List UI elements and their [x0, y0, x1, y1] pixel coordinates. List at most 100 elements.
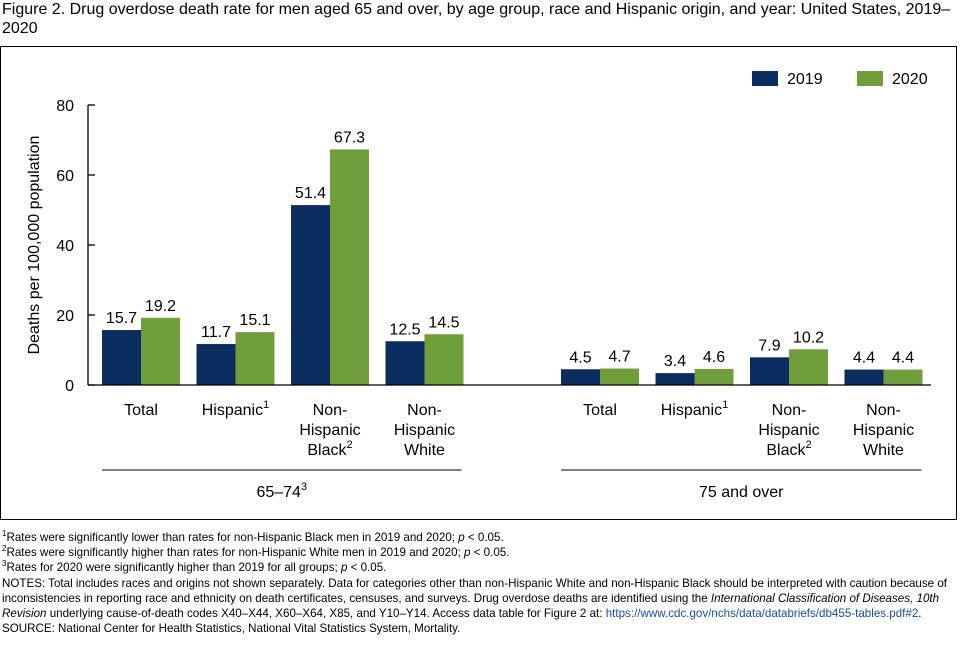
footnote-3-text: Rates for 2020 were significantly higher… — [6, 561, 341, 575]
bar-2019 — [844, 369, 884, 385]
group-footnote-marker: 3 — [301, 481, 307, 493]
legend-swatch-2020 — [857, 71, 883, 86]
category-label-line: Non- — [407, 402, 442, 419]
bar-value-label: 67.3 — [334, 129, 365, 146]
category-label-line: White — [863, 442, 904, 459]
category-footnote-marker: 2 — [347, 439, 353, 451]
category-label: Total — [124, 402, 158, 419]
y-tick-label: 0 — [65, 378, 74, 395]
footnote-1-text: Rates were significantly lower than rate… — [6, 531, 459, 544]
bar-value-label: 15.1 — [239, 312, 270, 329]
bar-value-label: 4.7 — [608, 349, 630, 366]
bar-2020 — [424, 334, 464, 385]
category-label-line: Hispanic — [853, 422, 914, 439]
bar-value-label: 51.4 — [295, 185, 326, 202]
bar-value-label: 4.6 — [703, 349, 725, 366]
footnote-1-marker: 1 — [2, 529, 7, 539]
footnote-2-text: Rates were significantly higher than rat… — [6, 546, 465, 560]
footnote-2-marker: 2 — [2, 544, 7, 554]
bar-2019 — [385, 341, 425, 385]
footnote-3-end: < 0.05. — [347, 561, 387, 575]
category-label-line: White — [404, 442, 445, 459]
category-label: Non- Hispanic White — [853, 402, 914, 459]
bar-2020 — [235, 332, 275, 385]
category-label-line: Black2 — [766, 439, 811, 459]
chart-frame: 0 20 40 60 80 Deaths per 100,000 population 20… — [0, 46, 957, 520]
category-label: Hispanic1 — [202, 399, 269, 419]
bar-2020 — [694, 368, 734, 385]
bar-value-label: 11.7 — [201, 324, 231, 341]
footnote-1: 1Rates were significantly lower than rat… — [2, 530, 958, 545]
notes-paragraph: NOTES: Total includes races and origins … — [2, 576, 958, 622]
category-label-line: Non- — [313, 402, 348, 419]
footnote-2-end: < 0.05. — [470, 546, 510, 560]
bar-value-label: 7.9 — [758, 337, 780, 354]
notes-text: NOTES: Total includes races and origins … — [2, 576, 947, 605]
footnote-1-p: p — [458, 531, 465, 544]
legend-label-2020: 2020 — [892, 71, 928, 88]
legend-label-2019: 2019 — [787, 71, 823, 88]
y-tick-label: 60 — [56, 168, 74, 185]
category-label-line: Non- — [866, 402, 901, 419]
figure-title: Figure 2. Drug overdose death rate for m… — [2, 1, 951, 37]
category-label-line: Total — [124, 402, 158, 419]
category-footnote-marker: 1 — [722, 399, 728, 411]
bar-value-label: 3.4 — [664, 353, 686, 370]
y-tick-label: 80 — [56, 98, 74, 115]
category-label-line: Hispanic1 — [661, 399, 728, 419]
group-label: 75 and over — [699, 484, 784, 501]
y-axis-title: Deaths per 100,000 population — [26, 136, 43, 355]
bar-2020 — [789, 349, 828, 385]
category-label: Non- Hispanic Black2 — [758, 402, 819, 459]
bar-2019 — [750, 357, 789, 385]
y-tick-label: 20 — [56, 308, 74, 325]
group-label-text: 75 and over — [699, 484, 784, 501]
y-tick-label: 40 — [56, 238, 74, 255]
group-label: 65–743 — [256, 481, 307, 501]
bar-2020 — [600, 368, 639, 385]
category-label-line: Total — [583, 402, 617, 419]
bar-2019 — [655, 373, 695, 385]
category-label-line: Hispanic — [394, 422, 455, 439]
group-label-text: 65–74 — [256, 484, 301, 501]
category-label: Total — [583, 402, 617, 419]
category-label: Hispanic1 — [661, 399, 728, 419]
bar-2020 — [141, 317, 180, 385]
bar-value-label: 4.5 — [569, 349, 591, 366]
bar-2020 — [883, 369, 923, 385]
footnote-1-end: < 0.05. — [464, 531, 504, 544]
category-label-line: Hispanic1 — [202, 399, 269, 419]
bar-value-label: 4.4 — [892, 350, 914, 367]
bar-2020 — [330, 149, 369, 385]
category-footnote-marker: 1 — [263, 399, 269, 411]
category-label-line: Non- — [772, 402, 807, 419]
bar-2019 — [291, 205, 330, 385]
category-label-line: Hispanic — [299, 422, 360, 439]
bar-2019 — [196, 344, 236, 385]
category-footnote-marker: 2 — [806, 439, 812, 451]
footnote-2: 2Rates were significantly higher than ra… — [2, 545, 958, 560]
footnote-3-marker: 3 — [2, 559, 7, 569]
bar-value-label: 4.4 — [853, 350, 875, 367]
footnote-3-p: p — [340, 561, 348, 575]
category-label: Non- Hispanic Black2 — [299, 402, 360, 459]
bar-value-label: 14.5 — [428, 314, 459, 331]
notes-icd-title: International Classification of Diseases… — [2, 591, 940, 621]
bar-chart: 0 20 40 60 80 Deaths per 100,000 population 20… — [26, 71, 931, 501]
footnotes: 1Rates were significantly lower than rat… — [2, 530, 958, 636]
footnote-2-p: p — [464, 546, 471, 560]
bar-value-label: 19.2 — [145, 298, 176, 315]
bar-value-label: 15.7 — [106, 310, 137, 327]
category-label: Non- Hispanic White — [394, 402, 455, 459]
source-line: SOURCE: National Center for Health Stati… — [2, 622, 461, 636]
notes-text-continued: underlying cause-of-death codes X40–X44,… — [46, 607, 606, 621]
bar-value-label: 12.5 — [389, 321, 420, 338]
notes-period: . — [918, 607, 922, 621]
bar-2019 — [102, 330, 141, 385]
data-table-link[interactable]: https://www.cdc.gov/nchs/data/databriefs… — [605, 607, 919, 621]
category-label-line: Hispanic — [758, 422, 819, 439]
bar-value-label: 10.2 — [793, 329, 824, 346]
bar-2019 — [561, 369, 600, 385]
footnote-3: 3Rates for 2020 were significantly highe… — [2, 560, 958, 575]
legend-swatch-2019 — [752, 71, 778, 86]
